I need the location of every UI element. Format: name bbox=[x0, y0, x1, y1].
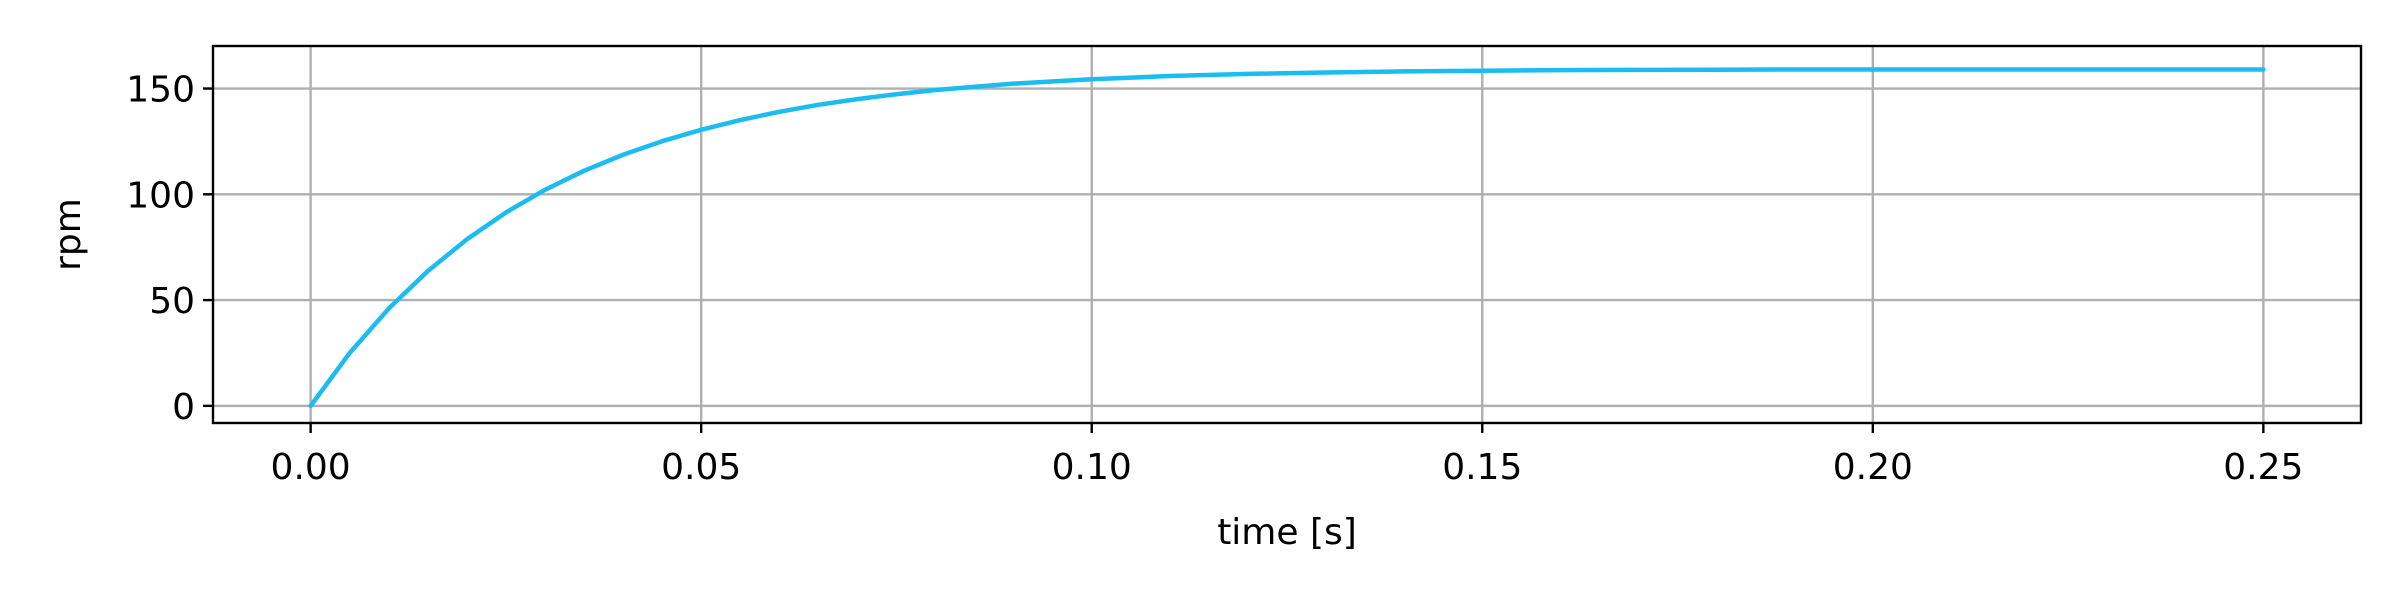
x-tick-label: 0.20 bbox=[1833, 447, 1913, 488]
series-line-rpm bbox=[308, 67, 2266, 409]
y-tick-label: 50 bbox=[149, 281, 195, 322]
y-tick-label: 150 bbox=[126, 70, 195, 111]
axis-ticks bbox=[203, 87, 2265, 433]
y-tick-label: 100 bbox=[126, 175, 195, 216]
x-axis-label: time [s] bbox=[1217, 512, 1357, 553]
grid-lines bbox=[213, 46, 2361, 423]
plot-frame bbox=[211, 44, 2363, 425]
x-tick-label: 0.10 bbox=[1052, 447, 1132, 488]
x-tick-label: 0.15 bbox=[1442, 447, 1522, 488]
series-layer bbox=[308, 67, 2266, 409]
x-tick-label: 0.00 bbox=[271, 447, 351, 488]
x-tick-label: 0.05 bbox=[661, 447, 741, 488]
x-tick-labels: 0.00 0.05 0.10 0.15 0.20 0.25 bbox=[271, 447, 2304, 488]
y-tick-labels: 0 50 100 150 bbox=[126, 70, 195, 428]
x-tick-label: 0.25 bbox=[2223, 447, 2303, 488]
y-axis-label: rpm bbox=[48, 198, 89, 271]
y-tick-label: 0 bbox=[172, 387, 195, 428]
